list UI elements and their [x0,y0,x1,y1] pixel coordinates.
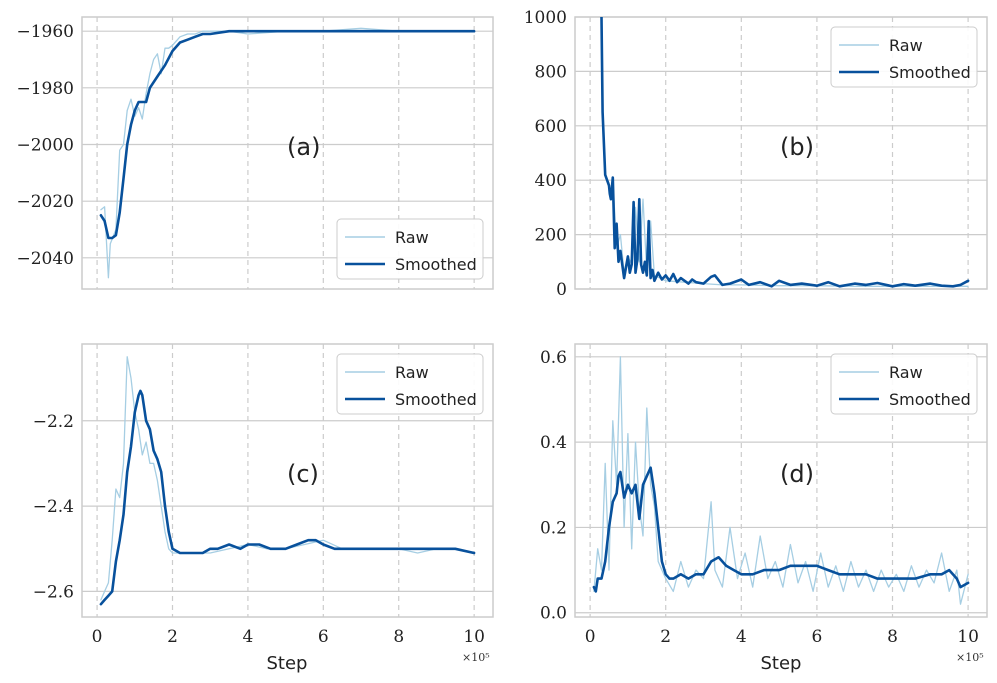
legend: Raw Smoothed [830,353,978,415]
y-tick-label: 0.6 [540,348,567,368]
panel-label-a: (a) [287,133,320,161]
plot-area-d: 0.0 0.2 0.4 0.6 0 2 4 6 8 10 [540,343,988,647]
series-line-smoothed [600,17,970,288]
legend-label-raw: Raw [889,363,923,382]
panel-c: −2.6 −2.4 −2.2 0 2 4 6 8 10 (c) Step ×10⁵ Raw Smo… [33,343,494,674]
y-tick-label: −1960 [16,22,74,42]
y-tick-label: −2.4 [33,497,74,517]
x-tick-label: 10 [957,627,979,647]
y-tick-label: 600 [535,117,567,137]
legend: Raw Smoothed [830,26,978,88]
x-tick-label: 2 [660,627,671,647]
x-tick-label: 2 [167,627,178,647]
x-tick-label: 6 [811,627,822,647]
y-tick-label: 400 [535,171,567,191]
x-tick-label: 0 [92,627,103,647]
panel-label-d: (d) [780,460,814,488]
legend-label-raw: Raw [889,36,923,55]
y-tick-label: 800 [535,62,567,82]
panel-label-b: (b) [780,133,814,161]
y-tick-label: 0.2 [540,518,567,538]
legend-label-smoothed: Smoothed [395,390,477,409]
legend-label-smoothed: Smoothed [395,255,477,274]
panel-b: 0 200 400 600 800 1000 (b) Raw Smoothed [524,8,988,300]
series-line-raw [100,27,475,279]
series-line-smoothed [99,389,476,606]
x-tick-label: 0 [585,627,596,647]
y-tick-label: −2020 [16,192,74,212]
y-tick-label: 200 [535,226,567,246]
series-line-smoothed [592,466,970,593]
x-tick-label: 8 [887,627,898,647]
series-line-smoothed [99,29,476,240]
y-tick-label: 0.0 [540,604,567,624]
y-tick-label: −2000 [16,136,74,156]
x-tick-label: 4 [736,627,747,647]
series-line-raw [593,356,969,605]
x-scale-label-d: ×10⁵ [956,651,984,664]
axes-frame [574,343,988,618]
y-tick-label: 1000 [524,8,567,28]
x-tick-label: 6 [318,627,329,647]
y-tick-label: −2.6 [33,582,74,602]
x-tick-label: 8 [393,627,404,647]
y-tick-label: 0.4 [540,433,567,453]
panel-label-c: (c) [287,460,319,488]
x-axis-label-d: Step [761,653,802,674]
y-tick-label: −1980 [16,79,74,99]
y-tick-label: −2040 [16,249,74,269]
legend: Raw Smoothed [336,218,484,280]
panel-a: −2040 −2020 −2000 −1980 −1960 (a) Raw Smoothe… [16,16,494,290]
axes-frame [81,343,494,618]
panel-d: 0.0 0.2 0.4 0.6 0 2 4 6 8 10 (d) Step ×10⁵ Raw Smo… [540,343,988,674]
x-scale-label-c: ×10⁵ [462,651,490,664]
legend-label-smoothed: Smoothed [889,63,971,82]
y-tick-label: 0 [556,280,567,300]
legend-label-raw: Raw [395,363,429,382]
y-tick-label: −2.2 [33,412,74,432]
axes-frame [81,16,494,290]
x-tick-label: 10 [463,627,485,647]
plot-area-a: −2040 −2020 −2000 −1980 −1960 [16,16,494,290]
legend-label-raw: Raw [395,228,429,247]
x-tick-label: 4 [242,627,253,647]
x-axis-label-c: Step [267,653,308,674]
axes-frame [574,16,988,290]
legend-label-smoothed: Smoothed [889,390,971,409]
legend: Raw Smoothed [336,353,484,415]
